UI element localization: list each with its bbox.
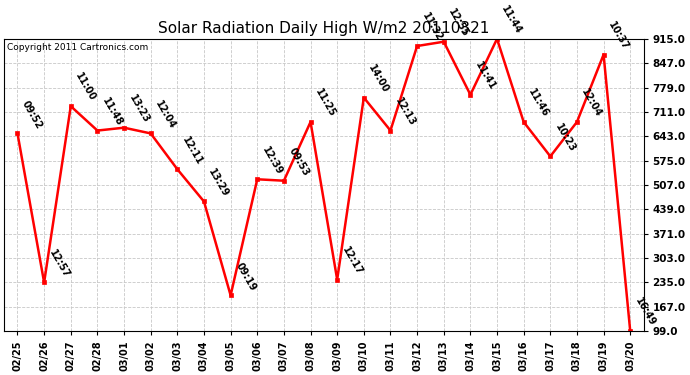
Text: 14:00: 14:00 bbox=[366, 63, 391, 95]
Text: 11:25: 11:25 bbox=[313, 87, 337, 119]
Text: 12:11: 12:11 bbox=[180, 135, 204, 166]
Text: 10:37: 10:37 bbox=[607, 20, 631, 52]
Text: Copyright 2011 Cartronics.com: Copyright 2011 Cartronics.com bbox=[8, 43, 148, 52]
Title: Solar Radiation Daily High W/m2 20110321: Solar Radiation Daily High W/m2 20110321 bbox=[158, 21, 489, 36]
Text: 11:48: 11:48 bbox=[100, 96, 124, 128]
Text: 09:52: 09:52 bbox=[20, 99, 44, 130]
Text: 12:57: 12:57 bbox=[47, 248, 71, 280]
Text: 11:46: 11:46 bbox=[526, 87, 551, 119]
Text: 13:29: 13:29 bbox=[206, 167, 230, 199]
Text: 13:23: 13:23 bbox=[127, 93, 151, 125]
Text: 12:04: 12:04 bbox=[580, 87, 604, 119]
Text: 09:53: 09:53 bbox=[286, 146, 310, 178]
Text: 11:00: 11:00 bbox=[73, 72, 97, 104]
Text: 12:13: 12:13 bbox=[393, 96, 417, 128]
Text: 11:44: 11:44 bbox=[500, 4, 524, 36]
Text: 12:55: 12:55 bbox=[446, 7, 471, 39]
Text: 10:23: 10:23 bbox=[553, 122, 577, 153]
Text: 16:49: 16:49 bbox=[633, 297, 657, 328]
Text: 11:32: 11:32 bbox=[420, 11, 444, 43]
Text: 12:17: 12:17 bbox=[340, 245, 364, 277]
Text: 09:19: 09:19 bbox=[233, 261, 257, 292]
Text: 11:41: 11:41 bbox=[473, 60, 497, 92]
Text: 12:39: 12:39 bbox=[260, 145, 284, 176]
Text: 12:04: 12:04 bbox=[153, 99, 177, 130]
